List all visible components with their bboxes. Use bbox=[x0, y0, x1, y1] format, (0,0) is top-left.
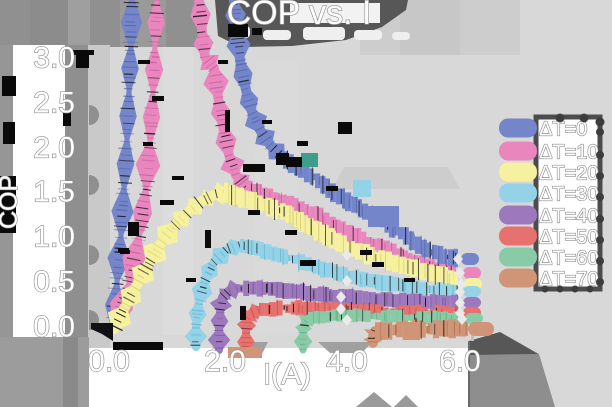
svg-text:ΔT=60: ΔT=60 bbox=[539, 248, 599, 270]
svg-text:ΔT=40: ΔT=40 bbox=[539, 206, 599, 228]
svg-text:ΔT=20: ΔT=20 bbox=[539, 163, 599, 185]
svg-text:COP: COP bbox=[0, 175, 23, 229]
svg-text:1.5: 1.5 bbox=[33, 176, 75, 209]
svg-text:COP vs. I: COP vs. I bbox=[227, 0, 372, 32]
svg-text:ΔT=70: ΔT=70 bbox=[539, 269, 599, 291]
svg-text:4.0: 4.0 bbox=[326, 345, 368, 378]
svg-text:2.0: 2.0 bbox=[33, 132, 75, 165]
svg-text:0.5: 0.5 bbox=[33, 266, 75, 299]
svg-text:2.0: 2.0 bbox=[204, 345, 246, 378]
svg-text:ΔT=10: ΔT=10 bbox=[539, 142, 599, 164]
svg-text:1.0: 1.0 bbox=[33, 221, 75, 254]
svg-text:ΔT=50: ΔT=50 bbox=[539, 227, 599, 249]
svg-text:I(A): I(A) bbox=[263, 358, 311, 391]
svg-text:0.0: 0.0 bbox=[33, 311, 75, 344]
svg-text:ΔT=0: ΔT=0 bbox=[539, 119, 587, 141]
svg-text:6.0: 6.0 bbox=[439, 345, 481, 378]
svg-text:2.5: 2.5 bbox=[33, 87, 75, 120]
svg-text:ΔT=30: ΔT=30 bbox=[539, 184, 599, 206]
svg-text:3.0: 3.0 bbox=[33, 42, 75, 75]
svg-text:0.0: 0.0 bbox=[88, 345, 130, 378]
